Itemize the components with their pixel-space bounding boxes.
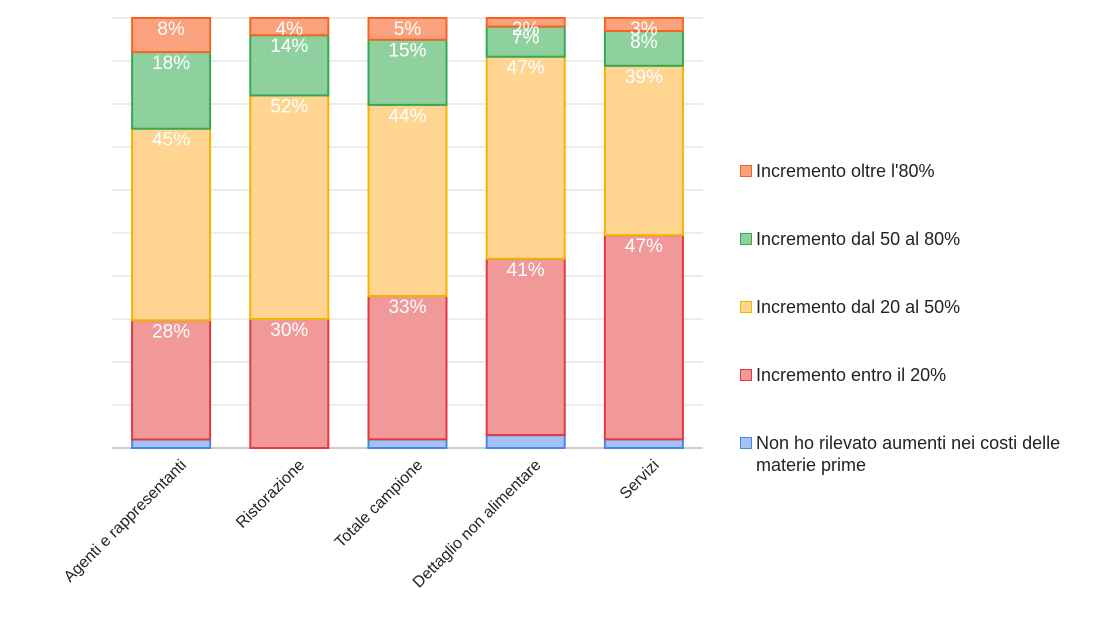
x-tick-label: Dettaglio non alimentare [410, 457, 545, 592]
bar-segment [249, 34, 330, 97]
bar-segment [367, 17, 448, 41]
legend-label: Incremento dal 50 al 80% [756, 229, 961, 249]
bar-segment [131, 17, 212, 54]
bar-segment [485, 434, 566, 450]
data-label: 47% [625, 236, 663, 257]
data-label: 8% [157, 19, 185, 40]
data-label: 3% [630, 19, 658, 40]
data-label: 39% [625, 67, 663, 88]
data-label: 15% [388, 41, 426, 62]
bar-segment [603, 64, 684, 237]
data-label: 44% [388, 106, 426, 127]
legend-swatch [740, 301, 752, 313]
data-label: 33% [388, 297, 426, 318]
bar-segment [249, 318, 330, 449]
bar-segment [249, 94, 330, 321]
bar-segment [485, 25, 566, 58]
bar-segment [603, 17, 684, 33]
bar-segment [485, 17, 566, 28]
bar-segment [485, 257, 566, 437]
data-label: 28% [152, 321, 190, 342]
data-label: 30% [270, 320, 308, 341]
data-label: 41% [507, 260, 545, 281]
x-tick-label: Servizi [617, 457, 663, 503]
bars: 28% 45% 18% 8% 30% 52% 14%4% 33% 44% 15%5% 41% 47% 7… [131, 17, 684, 450]
bar-segment [249, 17, 330, 37]
bar-segment [131, 51, 212, 130]
legend-swatch [740, 165, 752, 177]
x-tick-label: Totale campione [332, 457, 426, 551]
data-label: 5% [394, 19, 422, 40]
bar-segment [131, 438, 212, 449]
legend-swatch [740, 437, 752, 449]
legend-label: Non ho rilevato aumenti nei costi delle … [756, 433, 1061, 475]
data-label: 47% [507, 58, 545, 79]
bar-segment [603, 438, 684, 450]
x-tick-label: Agenti e rappresentanti [61, 457, 190, 586]
bar-segment [367, 438, 448, 450]
legend-label: Incremento entro il 20% [756, 365, 947, 385]
data-label: 52% [270, 96, 308, 117]
x-axis-tick-labels: Agenti e rappresentanti Ristorazione Total… [61, 457, 663, 592]
legend-item: Incremento oltre l'80% [740, 160, 935, 182]
data-label: 8% [630, 32, 658, 53]
data-label: 45% [152, 130, 190, 151]
legend-label: Incremento oltre l'80% [756, 161, 935, 181]
bar-segment [367, 103, 448, 297]
bar-segment [131, 127, 212, 322]
legend-label: Incremento dal 20 al 50% [756, 297, 961, 317]
bar-segment [485, 55, 566, 260]
x-tick-label: Ristorazione [233, 457, 308, 532]
data-label: 18% [152, 53, 190, 74]
legend-item: Incremento dal 50 al 80% [740, 228, 960, 250]
legend-swatch [740, 369, 752, 381]
data-label: 2% [512, 19, 540, 40]
bar-segment [603, 234, 684, 441]
legend-item: Incremento entro il 20% [740, 364, 946, 386]
data-label: 4% [276, 19, 304, 40]
legend-swatch [740, 233, 752, 245]
data-label: 7% [512, 28, 540, 49]
legend-item: Non ho rilevato aumenti nei costi delle … [740, 432, 1096, 476]
bar-segment [603, 30, 684, 67]
legend-item: Incremento dal 20 al 50% [740, 296, 960, 318]
data-label: 14% [270, 36, 308, 57]
